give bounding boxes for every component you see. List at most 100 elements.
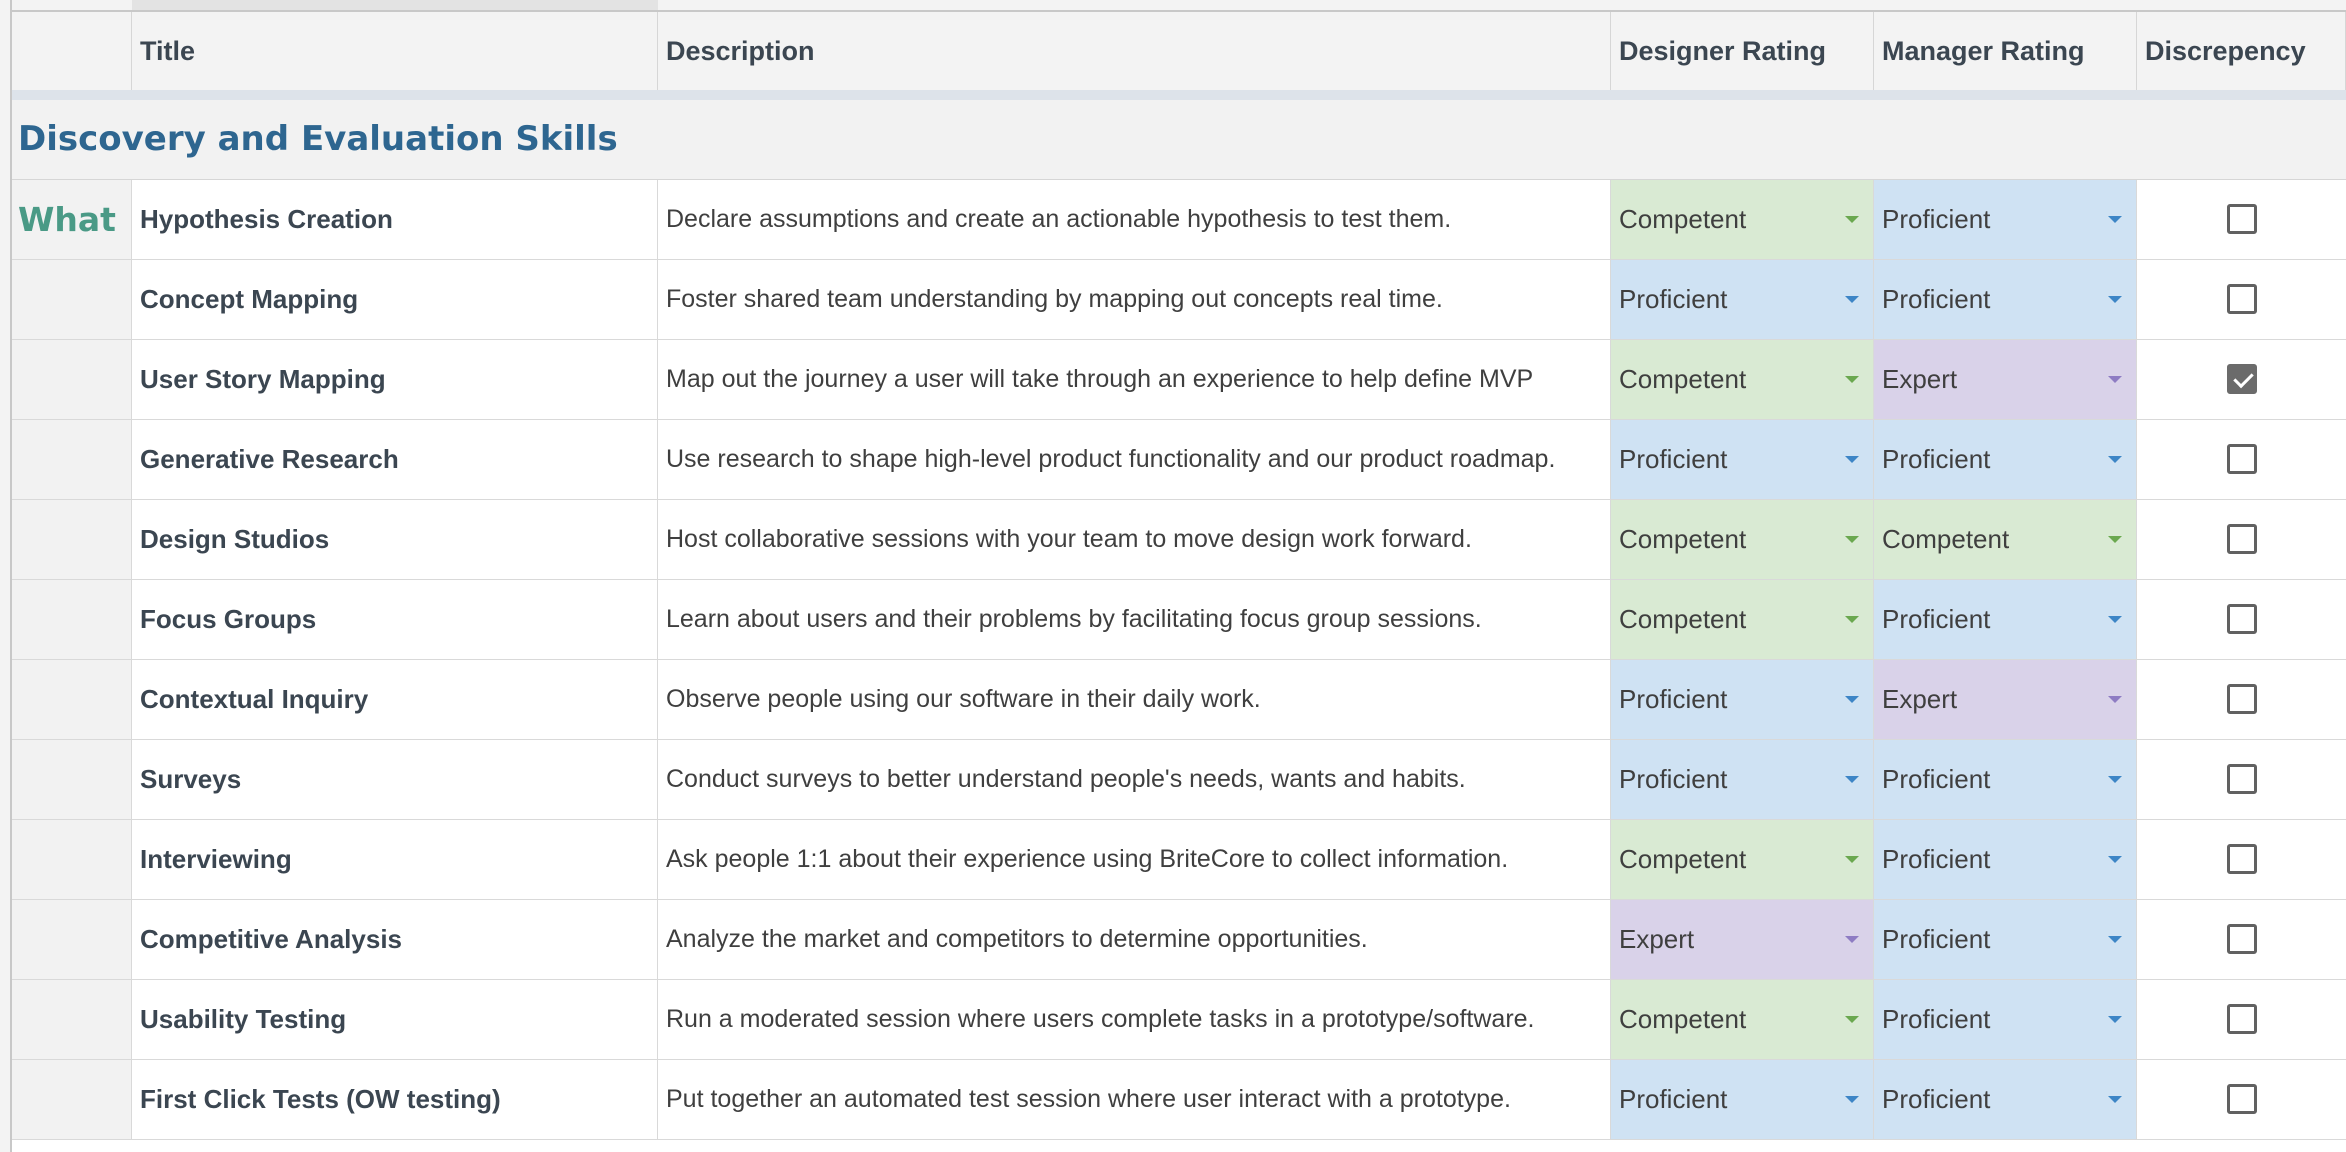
dropdown-caret-icon[interactable] [1845, 216, 1859, 223]
discrepancy-checkbox-icon[interactable] [2227, 444, 2257, 474]
skill-title-cell[interactable]: Contextual Inquiry [132, 660, 658, 739]
dropdown-caret-icon[interactable] [1845, 1016, 1859, 1023]
dropdown-caret-icon[interactable] [2108, 536, 2122, 543]
group-cell[interactable] [12, 340, 132, 419]
skill-description-cell[interactable]: Put together an automated test session w… [658, 1060, 1611, 1139]
skill-title-cell[interactable]: Usability Testing [132, 980, 658, 1059]
designer-rating-dropdown[interactable]: Proficient [1611, 740, 1874, 819]
dropdown-caret-icon[interactable] [1845, 856, 1859, 863]
group-cell[interactable] [12, 980, 132, 1059]
skill-title-cell[interactable]: Focus Groups [132, 580, 658, 659]
designer-rating-dropdown[interactable]: Competent [1611, 580, 1874, 659]
designer-rating-dropdown[interactable]: Competent [1611, 180, 1874, 259]
dropdown-caret-icon[interactable] [2108, 216, 2122, 223]
designer-rating-dropdown[interactable]: Proficient [1611, 660, 1874, 739]
dropdown-caret-icon[interactable] [1845, 376, 1859, 383]
discrepancy-checkbox-icon[interactable] [2227, 764, 2257, 794]
skill-description-cell[interactable]: Map out the journey a user will take thr… [658, 340, 1611, 419]
dropdown-caret-icon[interactable] [1845, 296, 1859, 303]
designer-rating-dropdown[interactable]: Competent [1611, 340, 1874, 419]
skill-description-cell[interactable]: Conduct surveys to better understand peo… [658, 740, 1611, 819]
discrepancy-checkbox-icon[interactable] [2227, 204, 2257, 234]
group-cell[interactable] [12, 1060, 132, 1139]
dropdown-caret-icon[interactable] [2108, 296, 2122, 303]
group-cell[interactable] [12, 740, 132, 819]
skill-title-cell[interactable]: Concept Mapping [132, 260, 658, 339]
designer-rating-dropdown[interactable]: Competent [1611, 820, 1874, 899]
discrepancy-checkbox-icon[interactable] [2227, 684, 2257, 714]
dropdown-caret-icon[interactable] [2108, 776, 2122, 783]
dropdown-caret-icon[interactable] [2108, 616, 2122, 623]
designer-rating-dropdown[interactable]: Proficient [1611, 1060, 1874, 1139]
discrepancy-checkbox-icon[interactable] [2227, 844, 2257, 874]
dropdown-caret-icon[interactable] [1845, 696, 1859, 703]
dropdown-caret-icon[interactable] [1845, 1096, 1859, 1103]
manager-rating-dropdown[interactable]: Proficient [1874, 980, 2137, 1059]
skill-description-cell[interactable]: Learn about users and their problems by … [658, 580, 1611, 659]
discrepancy-checkbox-icon[interactable] [2227, 604, 2257, 634]
discrepancy-checkbox-icon[interactable] [2227, 524, 2257, 554]
dropdown-caret-icon[interactable] [1845, 456, 1859, 463]
skill-title-cell[interactable]: Surveys [132, 740, 658, 819]
skill-title-cell[interactable]: Hypothesis Creation [132, 180, 658, 259]
skill-title-cell[interactable]: Interviewing [132, 820, 658, 899]
discrepancy-checkbox-icon[interactable] [2227, 1084, 2257, 1114]
skill-description-cell[interactable]: Analyze the market and competitors to de… [658, 900, 1611, 979]
dropdown-caret-icon[interactable] [2108, 856, 2122, 863]
manager-rating-dropdown[interactable]: Proficient [1874, 820, 2137, 899]
dropdown-caret-icon[interactable] [1845, 616, 1859, 623]
dropdown-caret-icon[interactable] [2108, 376, 2122, 383]
designer-rating-dropdown[interactable]: Competent [1611, 500, 1874, 579]
header-description-cell[interactable]: Description [658, 12, 1611, 90]
discrepancy-checkbox-icon[interactable] [2227, 1004, 2257, 1034]
group-cell[interactable] [12, 260, 132, 339]
skill-description-cell[interactable]: Use research to shape high-level product… [658, 420, 1611, 499]
skill-title-cell[interactable]: User Story Mapping [132, 340, 658, 419]
skill-description-cell[interactable]: Host collaborative sessions with your te… [658, 500, 1611, 579]
manager-rating-dropdown[interactable]: Proficient [1874, 580, 2137, 659]
manager-rating-dropdown[interactable]: Proficient [1874, 180, 2137, 259]
manager-rating-dropdown[interactable]: Expert [1874, 340, 2137, 419]
header-manager-rating-cell[interactable]: Manager Rating [1874, 12, 2137, 90]
dropdown-caret-icon[interactable] [2108, 696, 2122, 703]
dropdown-caret-icon[interactable] [1845, 536, 1859, 543]
header-title-cell[interactable]: Title [132, 12, 658, 90]
manager-rating-dropdown[interactable]: Competent [1874, 500, 2137, 579]
skill-title-cell[interactable]: First Click Tests (OW testing) [132, 1060, 658, 1139]
header-discrepancy-cell[interactable]: Discrepency [2137, 12, 2346, 90]
group-cell[interactable] [12, 500, 132, 579]
header-group-cell[interactable] [12, 12, 132, 90]
group-cell[interactable] [12, 900, 132, 979]
dropdown-caret-icon[interactable] [1845, 936, 1859, 943]
skill-description-cell[interactable]: Observe people using our software in the… [658, 660, 1611, 739]
skill-description-cell[interactable]: Run a moderated session where users comp… [658, 980, 1611, 1059]
designer-rating-dropdown[interactable]: Expert [1611, 900, 1874, 979]
manager-rating-dropdown[interactable]: Proficient [1874, 260, 2137, 339]
header-designer-rating-cell[interactable]: Designer Rating [1611, 12, 1874, 90]
group-cell[interactable]: What [12, 180, 132, 259]
dropdown-caret-icon[interactable] [2108, 456, 2122, 463]
skill-description-cell[interactable]: Declare assumptions and create an action… [658, 180, 1611, 259]
manager-rating-dropdown[interactable]: Proficient [1874, 1060, 2137, 1139]
skill-title-cell[interactable]: Generative Research [132, 420, 658, 499]
manager-rating-dropdown[interactable]: Proficient [1874, 420, 2137, 499]
skill-title-cell[interactable]: Design Studios [132, 500, 658, 579]
skill-description-cell[interactable]: Ask people 1:1 about their experience us… [658, 820, 1611, 899]
manager-rating-dropdown[interactable]: Proficient [1874, 740, 2137, 819]
section-row[interactable]: Discovery and Evaluation Skills [12, 100, 2346, 180]
dropdown-caret-icon[interactable] [2108, 1016, 2122, 1023]
group-cell[interactable] [12, 420, 132, 499]
discrepancy-checkbox-icon[interactable] [2227, 364, 2257, 394]
group-cell[interactable] [12, 580, 132, 659]
manager-rating-dropdown[interactable]: Expert [1874, 660, 2137, 739]
skill-title-cell[interactable]: Competitive Analysis [132, 900, 658, 979]
designer-rating-dropdown[interactable]: Proficient [1611, 260, 1874, 339]
designer-rating-dropdown[interactable]: Competent [1611, 980, 1874, 1059]
dropdown-caret-icon[interactable] [2108, 936, 2122, 943]
skill-description-cell[interactable]: Foster shared team understanding by mapp… [658, 260, 1611, 339]
designer-rating-dropdown[interactable]: Proficient [1611, 420, 1874, 499]
dropdown-caret-icon[interactable] [1845, 776, 1859, 783]
dropdown-caret-icon[interactable] [2108, 1096, 2122, 1103]
discrepancy-checkbox-icon[interactable] [2227, 924, 2257, 954]
group-cell[interactable] [12, 820, 132, 899]
